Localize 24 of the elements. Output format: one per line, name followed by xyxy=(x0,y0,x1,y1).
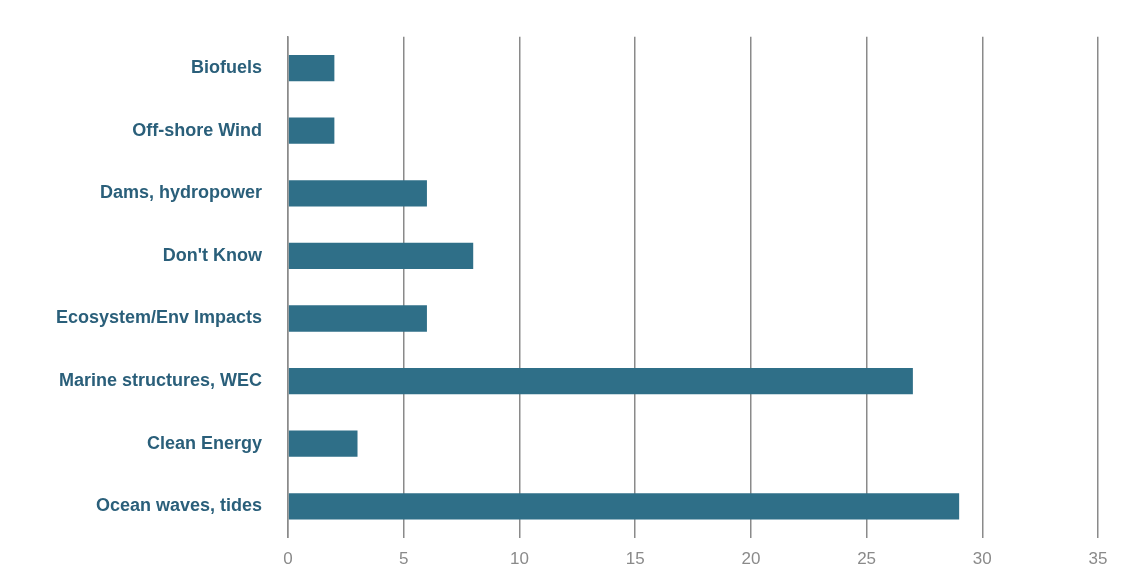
bar xyxy=(288,54,335,82)
bar xyxy=(288,242,474,270)
y-tick-label: Biofuels xyxy=(191,57,263,78)
x-tick-label: 30 xyxy=(972,549,992,569)
bar xyxy=(288,117,335,144)
y-tick-label: Don't Know xyxy=(162,244,264,265)
x-tick-label: 5 xyxy=(399,549,409,569)
bar xyxy=(288,430,358,457)
y-tick-label: Ecosystem/Env Impacts xyxy=(55,307,263,328)
x-tick-label: 35 xyxy=(1088,549,1108,569)
bar xyxy=(288,305,427,332)
bar xyxy=(288,367,913,395)
x-tick-label: 10 xyxy=(510,549,529,569)
x-tick-label: 15 xyxy=(625,549,645,569)
x-tick-label: 20 xyxy=(741,549,761,569)
y-tick-label: Marine structures, WEC xyxy=(59,370,263,391)
x-tick-label: 0 xyxy=(283,549,293,569)
bar xyxy=(288,493,960,520)
y-tick-label: Clean Energy xyxy=(147,432,263,453)
y-tick-label: Ocean waves, tides xyxy=(96,495,263,516)
x-tick-label: 25 xyxy=(857,549,877,569)
y-tick-label: Off-shore Wind xyxy=(132,119,263,140)
bar xyxy=(288,180,427,207)
y-tick-label: Dams, hydropower xyxy=(100,182,263,203)
